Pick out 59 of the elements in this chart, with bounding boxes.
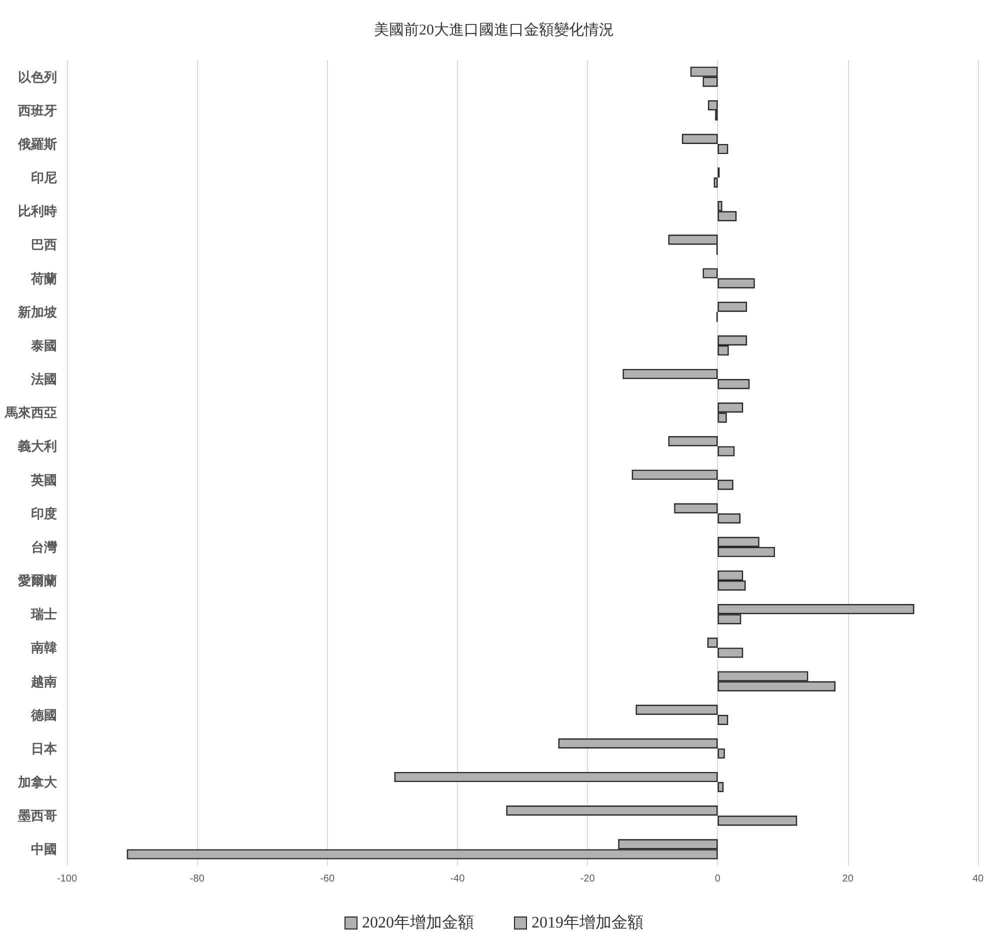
y-tick-label: 比利時 — [18, 204, 57, 219]
bar — [718, 513, 740, 524]
bar — [622, 368, 718, 380]
bar — [682, 134, 718, 144]
x-tick-label: -40 — [450, 874, 466, 884]
y-tick-label: 泰國 — [30, 338, 57, 353]
y-tick-label: 越南 — [30, 674, 57, 689]
bar — [714, 178, 718, 188]
y-tick-label: 台灣 — [31, 539, 58, 554]
y-tick-label: 加拿大 — [17, 774, 58, 790]
bar — [718, 278, 755, 288]
y-tick-label: 西班牙 — [17, 102, 57, 118]
bar — [506, 806, 718, 816]
bar — [558, 738, 718, 748]
x-tick-label: -60 — [320, 874, 335, 884]
y-tick-label: 英國 — [30, 472, 57, 488]
y-tick-label: 中國 — [31, 842, 57, 857]
y-tick-label: 日本 — [31, 740, 58, 756]
bar — [718, 748, 725, 759]
y-tick-label: 法國 — [30, 372, 57, 387]
bar — [674, 503, 718, 514]
legend-label: 2020年增加金額 — [362, 914, 474, 932]
bar — [394, 772, 718, 782]
legend-label: 2019年增加金額 — [532, 914, 644, 932]
bar — [707, 638, 718, 648]
y-tick-label: 墨西哥 — [17, 808, 57, 824]
y-tick-label: 荷蘭 — [30, 270, 57, 286]
bar — [718, 816, 798, 826]
x-tick-label: 40 — [972, 874, 984, 884]
x-tick-label: -20 — [580, 874, 596, 884]
y-tick-label: 印度 — [31, 506, 57, 521]
bar — [718, 302, 747, 312]
y-tick-label: 南韓 — [30, 640, 57, 656]
bar — [718, 144, 728, 154]
x-tick-label: -80 — [190, 874, 205, 884]
x-tick-label: 20 — [842, 874, 854, 884]
chart-title: 美國前20大進口國進口金額變化情況 — [374, 22, 614, 38]
y-tick-label: 巴西 — [31, 237, 57, 252]
y-tick-label: 俄羅斯 — [17, 136, 57, 152]
x-tick-label: 0 — [714, 874, 721, 884]
y-tick-label: 以色列 — [18, 69, 57, 84]
bar — [718, 480, 734, 490]
bar — [718, 714, 728, 725]
y-tick-label: 愛爾蘭 — [18, 573, 57, 588]
bar — [668, 436, 718, 446]
y-tick-label: 瑞士 — [30, 606, 57, 622]
bar — [718, 379, 750, 390]
y-tick-label: 印尼 — [31, 170, 57, 186]
bar — [718, 648, 744, 658]
y-tick-label: 新加坡 — [17, 304, 58, 320]
y-tick-label: 德國 — [30, 707, 57, 722]
bar — [718, 782, 724, 792]
x-tick-label: -100 — [56, 874, 78, 884]
y-tick-label: 馬來西亞 — [4, 405, 57, 420]
bar — [632, 470, 718, 480]
bar — [718, 446, 735, 456]
bar — [702, 268, 718, 278]
y-tick-label: 義大利 — [17, 438, 57, 454]
bar — [636, 704, 718, 715]
